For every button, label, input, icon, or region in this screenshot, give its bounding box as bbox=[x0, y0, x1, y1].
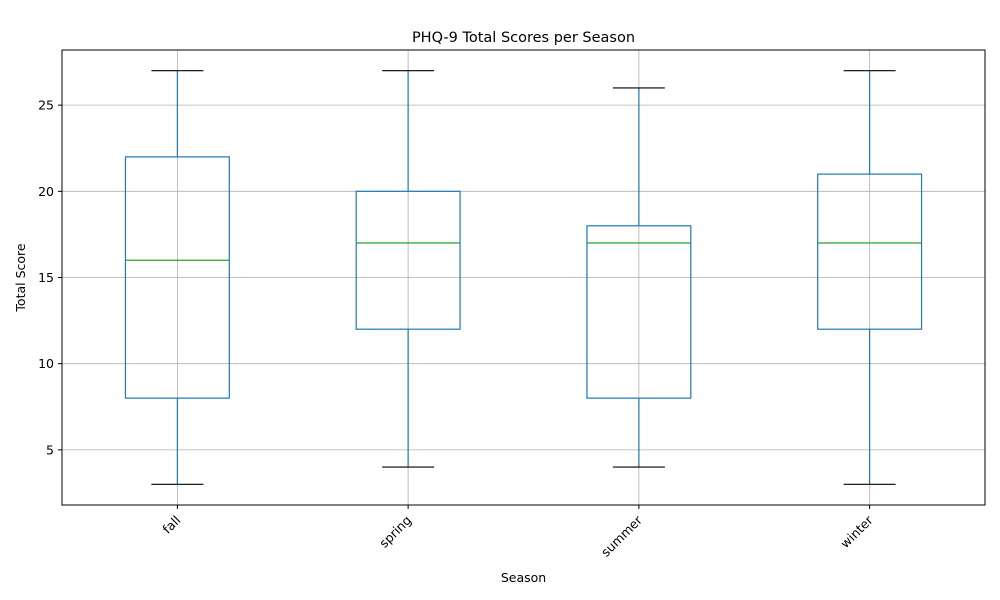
interquartile-box bbox=[586, 225, 692, 399]
y-axis-label: Total Score bbox=[13, 243, 28, 312]
x-tick-label-summer: summer bbox=[598, 512, 646, 560]
y-tick-label: 25 bbox=[38, 98, 54, 113]
y-tick-label: 15 bbox=[38, 270, 54, 285]
box-winter bbox=[817, 70, 923, 485]
x-tick-label-spring: spring bbox=[376, 513, 414, 551]
x-axis-label: Season bbox=[501, 570, 546, 585]
x-tick-label-winter: winter bbox=[837, 512, 876, 551]
box-series bbox=[124, 70, 923, 485]
y-tick-label: 10 bbox=[38, 356, 54, 371]
chart-title: PHQ-9 Total Scores per Season bbox=[412, 30, 635, 46]
x-tick-label-fall: fall bbox=[159, 513, 183, 537]
box-spring bbox=[355, 70, 461, 468]
interquartile-box bbox=[124, 156, 230, 399]
y-tick-label: 20 bbox=[38, 184, 54, 199]
box-summer bbox=[586, 87, 692, 468]
y-tick-label: 5 bbox=[46, 442, 54, 457]
interquartile-box bbox=[817, 173, 923, 330]
interquartile-box bbox=[355, 190, 461, 330]
grid-lines bbox=[62, 50, 985, 505]
box-fall bbox=[124, 70, 230, 485]
